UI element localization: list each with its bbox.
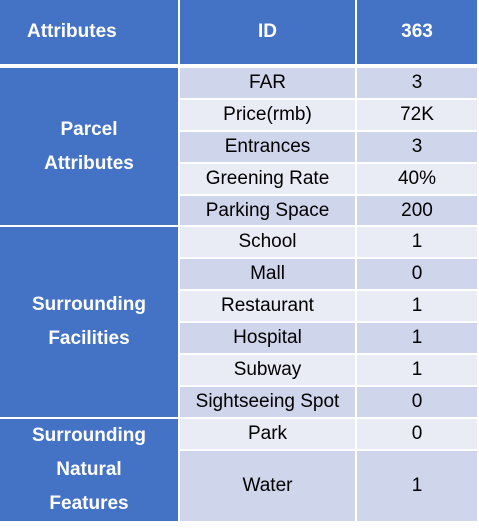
group-parcel-attributes: Parcel Attributes	[0, 68, 178, 225]
row-value: 200	[357, 196, 477, 225]
row-attribute: Restaurant	[180, 291, 355, 321]
group-label-line: Features	[49, 493, 129, 514]
row-value: 0	[357, 387, 477, 417]
group-label-line: Surrounding	[32, 294, 146, 315]
row-attribute: School	[180, 227, 355, 257]
row-attribute: FAR	[180, 68, 355, 98]
row-value: 1	[357, 451, 477, 521]
group-label-line: Parcel	[60, 118, 118, 140]
row-attribute: Price(rmb)	[180, 100, 355, 130]
row-value: 3	[357, 132, 477, 162]
row-value: 1	[357, 291, 477, 321]
row-value: 3	[357, 68, 477, 98]
row-attribute: Hospital	[180, 323, 355, 353]
row-attribute: Entrances	[180, 132, 355, 162]
row-attribute: Parking Space	[180, 196, 355, 225]
group-label-line: Natural	[56, 459, 122, 480]
row-value: 0	[357, 419, 477, 449]
row-value: 1	[357, 355, 477, 385]
group-label-line: Facilities	[48, 328, 130, 349]
row-attribute: Park	[180, 419, 355, 449]
group-label-line: Surrounding	[32, 425, 146, 446]
row-attribute: Greening Rate	[180, 164, 355, 194]
row-value: 72K	[357, 100, 477, 130]
row-attribute: Water	[180, 451, 355, 521]
group-surrounding-natural-features: Surrounding Natural Features	[0, 419, 178, 521]
row-value: 1	[357, 323, 477, 353]
row-attribute: Sightseeing Spot	[180, 387, 355, 417]
row-attribute: Subway	[180, 355, 355, 385]
row-attribute: Mall	[180, 259, 355, 289]
group-surrounding-facilities: Surrounding Facilities	[0, 227, 178, 417]
row-value: 0	[357, 259, 477, 289]
row-value: 40%	[357, 164, 477, 194]
row-value: 1	[357, 227, 477, 257]
header-id-value: 363	[357, 0, 477, 64]
group-label-line: Attributes	[44, 152, 134, 174]
header-id: ID	[180, 0, 355, 64]
header-attributes: Attributes	[0, 0, 178, 64]
